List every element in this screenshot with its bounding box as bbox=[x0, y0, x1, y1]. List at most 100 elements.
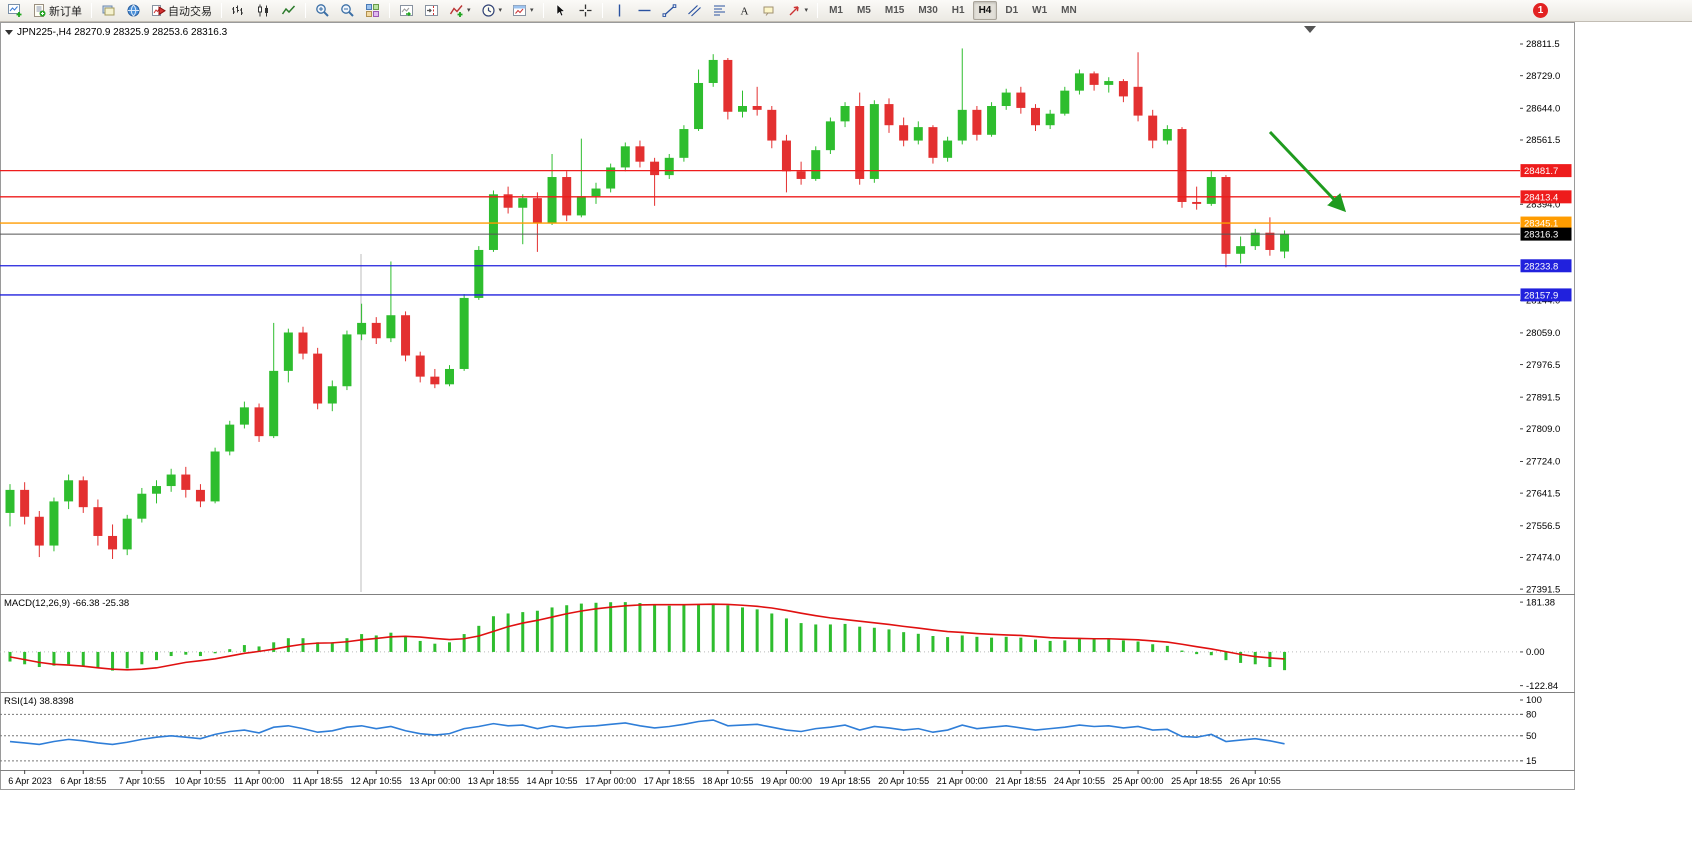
chart-shift-marker[interactable] bbox=[1304, 26, 1316, 33]
stack-icon bbox=[101, 3, 116, 18]
price-badge bbox=[1520, 216, 1572, 230]
price-badge bbox=[1520, 288, 1572, 302]
chart-candles-button[interactable] bbox=[252, 1, 275, 20]
zoom-in-button[interactable] bbox=[311, 1, 334, 20]
arrows-button[interactable]: ▾ bbox=[783, 1, 813, 20]
dropdown-caret-icon: ▾ bbox=[498, 7, 503, 14]
svg-text:28233.8: 28233.8 bbox=[1524, 261, 1558, 272]
fibonacci-button[interactable] bbox=[708, 1, 731, 20]
timeframe-m1-button[interactable]: M1 bbox=[823, 1, 849, 20]
trend-arrow-object[interactable] bbox=[1268, 130, 1347, 213]
template-icon bbox=[512, 3, 527, 18]
timeframe-mn-button[interactable]: MN bbox=[1055, 1, 1083, 20]
time-label: 19 Apr 00:00 bbox=[761, 776, 812, 786]
symbol-ohlc-title: JPN225-,H4 28270.9 28325.9 28253.6 28316… bbox=[17, 27, 228, 38]
svg-text:0.00: 0.00 bbox=[1526, 647, 1545, 658]
price-scale-label: 27809.0 bbox=[1526, 424, 1560, 435]
rsi-label: RSI(14) 38.8398 bbox=[4, 696, 74, 707]
price-scale-label: 27724.0 bbox=[1526, 457, 1560, 468]
toolbar-separator bbox=[305, 3, 306, 18]
chart-line-icon bbox=[281, 3, 296, 18]
fibo-icon bbox=[712, 3, 727, 18]
periods-button[interactable]: ▾ bbox=[477, 1, 507, 20]
price-scale-label: 27391.5 bbox=[1526, 584, 1560, 595]
timeframe-d1-button[interactable]: D1 bbox=[999, 1, 1024, 20]
autoscroll-icon bbox=[399, 3, 414, 18]
dropdown-caret-icon: ▾ bbox=[530, 7, 534, 14]
price-scale[interactable]: 28811.528729.028644.028561.528394.028144… bbox=[1520, 39, 1572, 595]
vertical-line-button[interactable] bbox=[608, 1, 631, 20]
trendline-icon bbox=[662, 3, 677, 18]
macd-panel: 181.38 0.00 -122.84 MACD(12,26,9) -66.38 -2… bbox=[0, 597, 1558, 692]
toolbar-separator bbox=[542, 3, 544, 18]
chart-header: JPN225-,H4 28270.9 28325.9 28253.6 28316… bbox=[5, 27, 228, 38]
price-scale-label: 28811.5 bbox=[1526, 39, 1560, 50]
time-scale[interactable]: 6 Apr 2023 6 Apr 18:55 7 Apr 10:55 10 Apr 1… bbox=[8, 770, 1281, 786]
time-label: 17 Apr 18:55 bbox=[644, 776, 695, 786]
clock-icon bbox=[481, 3, 496, 18]
text-button[interactable]: A bbox=[733, 1, 756, 20]
chart-bars-button[interactable] bbox=[227, 1, 250, 20]
zoom-out-icon bbox=[340, 3, 355, 18]
time-label: 25 Apr 00:00 bbox=[1113, 776, 1164, 786]
crosshair-icon bbox=[578, 3, 593, 18]
svg-text:28345.1: 28345.1 bbox=[1524, 219, 1558, 230]
community-button[interactable] bbox=[122, 1, 145, 20]
horizontal-line-objects[interactable] bbox=[0, 169, 1520, 296]
timeframe-m30-button[interactable]: M30 bbox=[912, 1, 943, 20]
zoom-out-button[interactable] bbox=[336, 1, 359, 20]
timeframe-m5-button[interactable]: M5 bbox=[851, 1, 877, 20]
label-icon bbox=[762, 3, 777, 18]
price-scale-label: 28561.5 bbox=[1526, 135, 1560, 146]
indicators-button[interactable]: ▾ bbox=[445, 1, 475, 20]
price-scale-label: 28729.0 bbox=[1526, 71, 1560, 82]
text-label-button[interactable] bbox=[758, 1, 781, 20]
metaeditor-button[interactable] bbox=[97, 1, 120, 20]
svg-text:100: 100 bbox=[1526, 695, 1542, 706]
timeframe-h4-button[interactable]: H4 bbox=[972, 1, 998, 20]
indicators-icon bbox=[449, 3, 464, 18]
chart-new-icon bbox=[7, 3, 22, 18]
time-label: 24 Apr 10:55 bbox=[1054, 776, 1105, 786]
equidistant-channel-button[interactable] bbox=[683, 1, 706, 20]
chart-window[interactable]: 28811.528729.028644.028561.528394.028144… bbox=[0, 22, 1692, 850]
svg-text:28413.4: 28413.4 bbox=[1524, 192, 1558, 203]
price-scale-label: 27976.5 bbox=[1526, 360, 1560, 371]
chart-shift-button[interactable] bbox=[420, 1, 443, 20]
new-order-button[interactable]: 新订单 bbox=[28, 1, 86, 20]
zoom-in-icon bbox=[315, 3, 330, 18]
notification-badge[interactable]: 1 bbox=[1533, 3, 1548, 18]
time-label: 11 Apr 00:00 bbox=[234, 776, 284, 786]
templates-button[interactable]: ▾ bbox=[508, 1, 538, 20]
price-scale-label: 28394.0 bbox=[1526, 199, 1560, 210]
macd-label: MACD(12,26,9) -66.38 -25.38 bbox=[4, 598, 129, 609]
chart-frame bbox=[0, 22, 1575, 790]
vline-icon bbox=[612, 3, 627, 18]
price-scale-label: 27474.0 bbox=[1526, 553, 1560, 564]
globe-icon bbox=[126, 3, 141, 18]
price-scale-label: 27891.5 bbox=[1526, 392, 1560, 403]
price-badge bbox=[1520, 164, 1572, 178]
new-order-label: 新订单 bbox=[49, 5, 82, 18]
price-badge bbox=[1520, 259, 1572, 273]
time-label: 17 Apr 00:00 bbox=[585, 776, 636, 786]
price-scale-label: 28644.0 bbox=[1526, 104, 1560, 115]
time-label: 18 Apr 10:55 bbox=[702, 776, 753, 786]
horizontal-line-button[interactable] bbox=[633, 1, 656, 20]
timeframe-w1-button[interactable]: W1 bbox=[1026, 1, 1053, 20]
svg-text:50: 50 bbox=[1526, 731, 1537, 742]
tile-windows-button[interactable] bbox=[361, 1, 384, 20]
new-chart-button[interactable] bbox=[3, 1, 26, 20]
auto-scroll-button[interactable] bbox=[395, 1, 418, 20]
trendline-button[interactable] bbox=[658, 1, 681, 20]
chart-line-button[interactable] bbox=[277, 1, 300, 20]
timeframe-h1-button[interactable]: H1 bbox=[946, 1, 971, 20]
svg-text:15: 15 bbox=[1526, 756, 1537, 767]
one-click-trading-toggle[interactable] bbox=[5, 30, 13, 35]
crosshair-button[interactable] bbox=[574, 1, 597, 20]
price-badge bbox=[1520, 190, 1572, 204]
timeframe-m15-button[interactable]: M15 bbox=[879, 1, 910, 20]
cursor-button[interactable] bbox=[549, 1, 572, 20]
autotrading-button[interactable]: 自动交易 bbox=[147, 1, 216, 20]
dropdown-caret-icon: ▾ bbox=[467, 7, 471, 14]
